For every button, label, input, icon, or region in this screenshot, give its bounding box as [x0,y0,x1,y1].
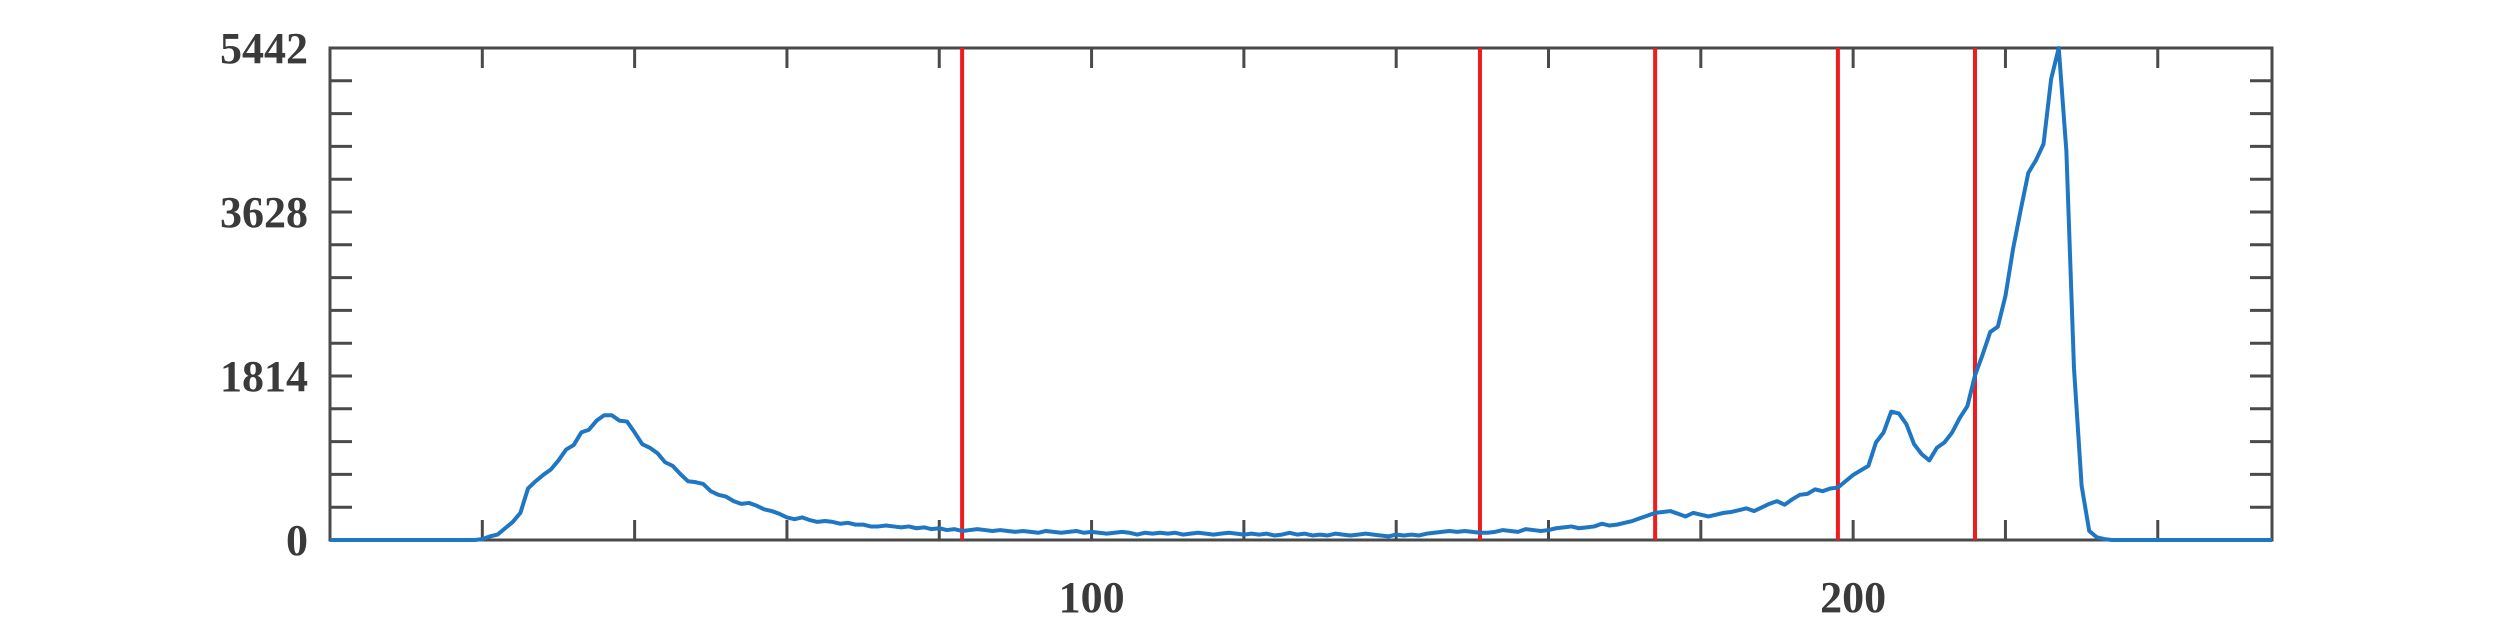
y-tick-label: 5442 [220,24,308,73]
y-tick-label: 1814 [220,352,308,401]
x-tick-label: 200 [1820,573,1886,622]
axes [328,46,2274,542]
tick-labels: 0 1814 3628 5442 100 200 [220,24,1886,622]
threshold-lines [960,48,1977,540]
x-tick-label: 100 [1059,573,1125,622]
y-tick-label: 0 [286,516,308,565]
plot-frame [328,46,2274,542]
series [330,46,2272,542]
y-tick-label: 3628 [220,188,308,237]
histogram-series-line [330,46,2272,542]
